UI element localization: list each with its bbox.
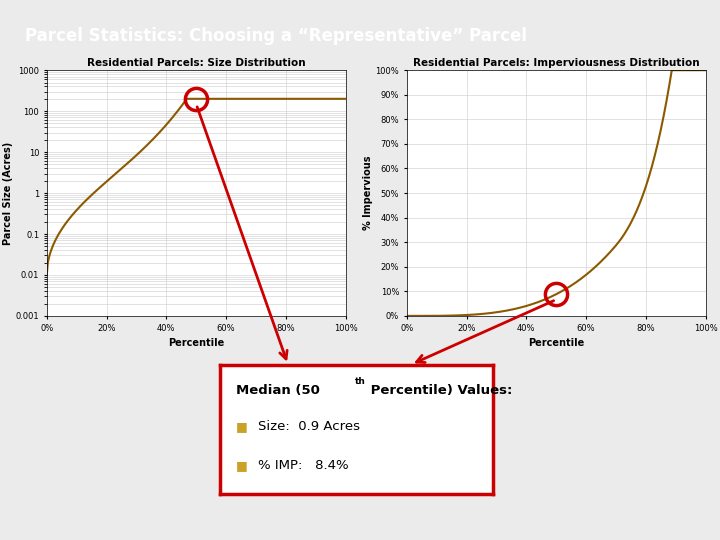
Text: Size:  0.9 Acres: Size: 0.9 Acres (258, 420, 360, 433)
Text: ■: ■ (236, 420, 248, 433)
Y-axis label: % Impervious: % Impervious (363, 156, 373, 230)
Title: Residential Parcels: Imperviousness Distribution: Residential Parcels: Imperviousness Dist… (413, 58, 700, 68)
Text: Percentile) Values:: Percentile) Values: (366, 384, 513, 397)
X-axis label: Percentile: Percentile (528, 338, 585, 348)
Text: % IMP:   8.4%: % IMP: 8.4% (258, 459, 348, 472)
Text: Parcel Statistics: Choosing a “Representative” Parcel: Parcel Statistics: Choosing a “Represent… (24, 28, 527, 45)
Title: Residential Parcels: Size Distribution: Residential Parcels: Size Distribution (87, 58, 305, 68)
Y-axis label: Parcel Size (Acres): Parcel Size (Acres) (3, 141, 13, 245)
Text: ■: ■ (236, 459, 248, 472)
Text: th: th (355, 377, 366, 386)
Text: Median (50: Median (50 (236, 384, 320, 397)
X-axis label: Percentile: Percentile (168, 338, 225, 348)
